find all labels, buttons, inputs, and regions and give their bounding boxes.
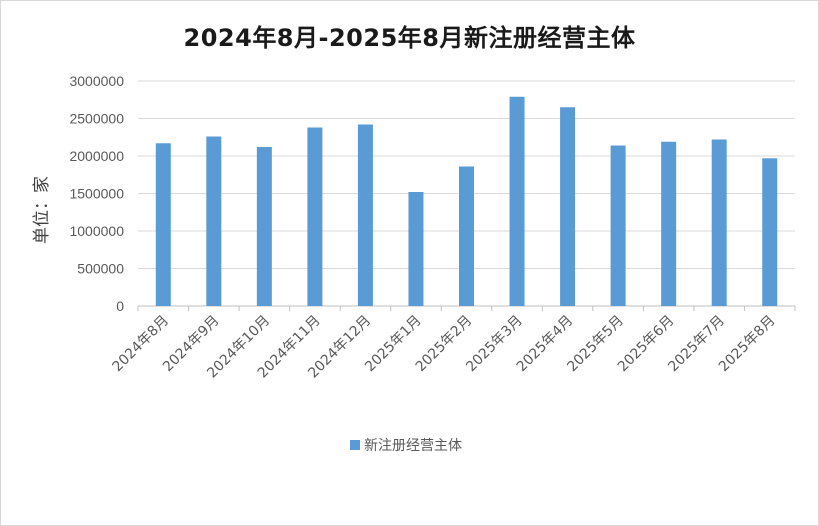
bar [762, 158, 778, 306]
y-tick-label: 3000000 [69, 73, 124, 89]
bar [206, 136, 222, 306]
bar [307, 127, 323, 306]
bar [256, 147, 272, 306]
y-tick-label: 2000000 [69, 148, 124, 164]
legend-label: 新注册经营主体 [364, 438, 462, 454]
y-tick-label: 2500000 [69, 111, 124, 127]
bar [711, 139, 727, 306]
bar [408, 192, 424, 306]
bar [661, 141, 677, 306]
bar [357, 124, 373, 306]
y-tick-label: 500000 [77, 261, 124, 277]
y-tick-label: 1500000 [69, 186, 124, 202]
chart-title: 2024年8月-2025年8月新注册经营主体 [183, 24, 636, 52]
y-axis-label: 单位：家 [32, 176, 52, 244]
bar [560, 107, 576, 306]
bar [459, 166, 474, 306]
y-tick-label: 0 [116, 298, 124, 314]
legend-swatch [350, 440, 360, 450]
y-tick-label: 1000000 [69, 223, 124, 239]
bar [610, 145, 626, 306]
bar [509, 96, 525, 306]
bar [155, 143, 171, 306]
